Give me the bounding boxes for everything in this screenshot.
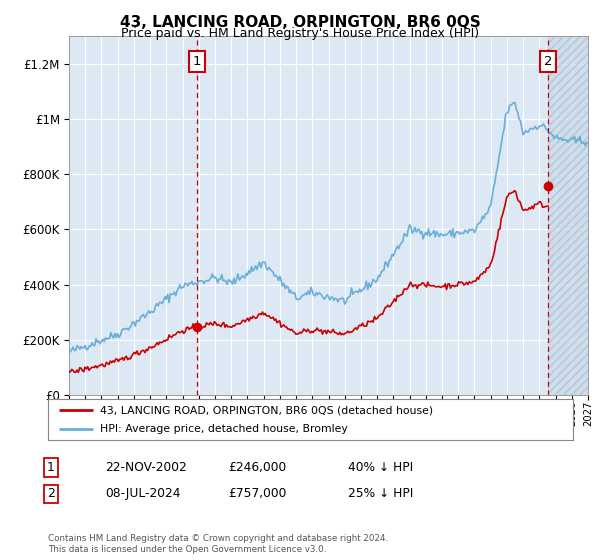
Text: 22-NOV-2002: 22-NOV-2002 — [105, 461, 187, 474]
Text: Contains HM Land Registry data © Crown copyright and database right 2024.
This d: Contains HM Land Registry data © Crown c… — [48, 534, 388, 554]
Text: 40% ↓ HPI: 40% ↓ HPI — [348, 461, 413, 474]
Text: 2: 2 — [544, 55, 552, 68]
Text: 43, LANCING ROAD, ORPINGTON, BR6 0QS (detached house): 43, LANCING ROAD, ORPINGTON, BR6 0QS (de… — [101, 405, 434, 415]
Bar — [548, 36, 588, 395]
Text: HPI: Average price, detached house, Bromley: HPI: Average price, detached house, Brom… — [101, 424, 348, 433]
Text: 08-JUL-2024: 08-JUL-2024 — [105, 487, 181, 501]
Text: Price paid vs. HM Land Registry's House Price Index (HPI): Price paid vs. HM Land Registry's House … — [121, 27, 479, 40]
Text: 1: 1 — [47, 461, 55, 474]
Text: 25% ↓ HPI: 25% ↓ HPI — [348, 487, 413, 501]
Text: 2: 2 — [47, 487, 55, 501]
Text: £757,000: £757,000 — [228, 487, 286, 501]
Text: 43, LANCING ROAD, ORPINGTON, BR6 0QS: 43, LANCING ROAD, ORPINGTON, BR6 0QS — [119, 15, 481, 30]
Text: 1: 1 — [193, 55, 202, 68]
Text: £246,000: £246,000 — [228, 461, 286, 474]
